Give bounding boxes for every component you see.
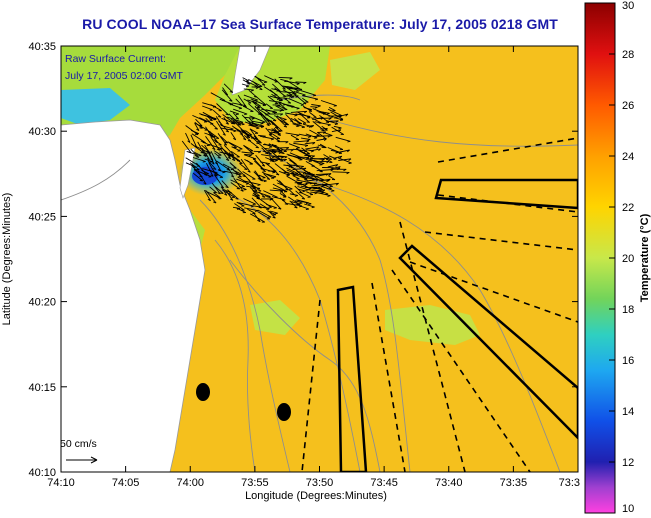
transect-box-east xyxy=(434,178,578,210)
land-mass xyxy=(61,46,271,472)
colorbar-label: Temperature (°C) xyxy=(639,213,651,302)
mooring-marker-1 xyxy=(196,383,210,401)
colorbar-tick-label: 20 xyxy=(622,253,634,265)
colorbar-tick-label: 24 xyxy=(622,151,634,163)
x-axis: 74:10 74:05 74:00 73:55 73:50 73:45 73:40 73:35… xyxy=(47,46,580,489)
plot-area xyxy=(61,46,578,472)
colorbar-tick-label: 30 xyxy=(622,0,634,12)
colorbar-tick-label: 28 xyxy=(622,49,634,61)
colorbar-tick-label: 18 xyxy=(622,304,634,316)
colorbar-ticks: 30 28 26 24 22 20 18 16 14 12 10 xyxy=(609,0,634,515)
current-label-time: July 17, 2005 02:00 GMT xyxy=(65,70,183,82)
x-tick-label: 73:55 xyxy=(241,477,269,489)
surface-current-vectors xyxy=(181,75,352,223)
transect-box-southeast xyxy=(398,244,578,440)
colorbar-tick-label: 16 xyxy=(622,355,634,367)
x-tick-label: 73:50 xyxy=(306,477,334,489)
y-tick-label: 40:25 xyxy=(28,211,56,223)
x-tick-label: 74:05 xyxy=(112,477,140,489)
x-tick-label: 73:40 xyxy=(435,477,463,489)
y-tick-label: 40:30 xyxy=(28,126,56,138)
colorbar-tick-label: 22 xyxy=(622,202,634,214)
x-axis-label: Longitude (Degrees:Minutes) xyxy=(245,490,387,502)
vector-scale-arrow xyxy=(66,456,98,464)
vector-scale-label: 50 cm/s xyxy=(60,438,97,450)
x-tick-label: 73:45 xyxy=(370,477,398,489)
colorbar-tick-label: 10 xyxy=(622,503,634,515)
transect-box-south xyxy=(336,285,368,472)
y-tick-label: 40:10 xyxy=(28,467,56,479)
y-tick-label: 40:15 xyxy=(28,382,56,394)
colorbar-tick-label: 14 xyxy=(622,406,634,418)
x-tick-label: 73:35 xyxy=(500,477,528,489)
colorbar-tick-label: 26 xyxy=(622,100,634,112)
transect-outlines xyxy=(301,137,578,472)
y-axis-label: Latitude (Degrees:Minutes) xyxy=(1,193,13,326)
mooring-marker-2 xyxy=(277,403,291,421)
y-axis: 40:35 40:30 40:25 40:20 40:15 40:10 xyxy=(28,41,578,479)
y-tick-label: 40:20 xyxy=(28,297,56,309)
x-tick-label: 73:3 xyxy=(559,477,580,489)
colorbar-tick-label: 12 xyxy=(622,457,634,469)
y-tick-label: 40:35 xyxy=(28,41,56,53)
map-title: RU COOL NOAA–17 Sea Surface Temperature:… xyxy=(82,16,558,32)
x-tick-label: 74:00 xyxy=(176,477,204,489)
x-tick-label: 74:10 xyxy=(47,477,75,489)
current-label-title: Raw Surface Current: xyxy=(65,53,166,65)
